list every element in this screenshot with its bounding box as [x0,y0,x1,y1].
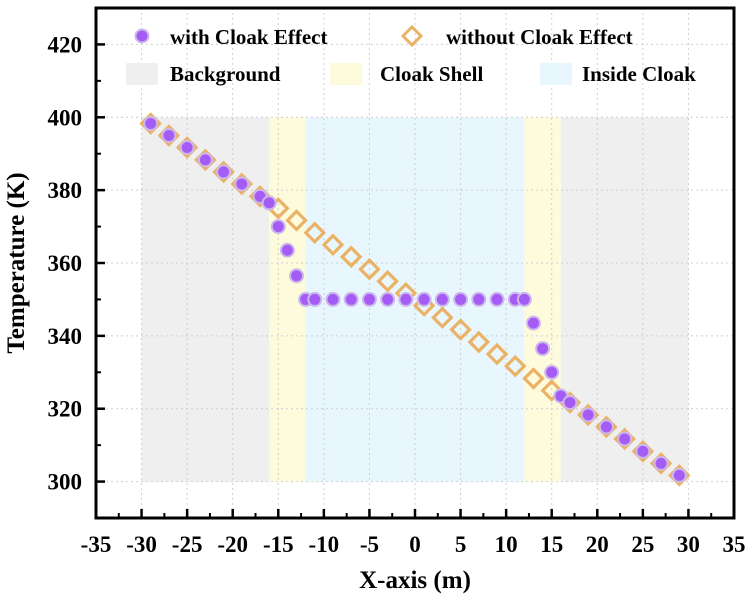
circle-point [380,291,396,307]
axis-ticks: -35 -30 -25 -20 -15 -10 -5 0 5 10 15 20 25 30 35 300 320… [48,32,746,557]
x-tick-label: 35 [723,532,746,557]
x-tick-label: -15 [263,532,294,557]
legend-label: Cloak Shell [380,62,483,86]
diamond-point [358,257,381,281]
y-tick-label: 360 [48,251,83,276]
x-tick-label: 5 [455,532,467,557]
x-tick-label: -35 [81,532,112,557]
diamond-point [449,318,472,341]
legend-label: with Cloak Effect [170,25,327,49]
circle-point [580,407,596,423]
region-background [141,117,270,482]
circle-point [197,152,213,168]
circle-point [453,291,469,307]
legend-swatch [540,63,572,85]
circle-point [361,291,377,307]
x-tick-label: -10 [309,532,340,557]
series-with-cloak [143,115,687,483]
circle-point [307,291,323,307]
region-background [560,117,689,482]
x-tick-label: -25 [172,532,203,557]
circle-point [216,164,232,180]
regions-layer [141,117,689,482]
circle-point [416,291,432,307]
circle-point [279,242,295,258]
circle-point [161,128,177,143]
circle-point [270,219,286,235]
legend-swatch [126,63,158,85]
circle-point [544,364,560,380]
diamond-point [285,209,308,232]
diamond-point [376,269,399,293]
diamond-point [522,367,545,390]
y-tick-label: 420 [48,32,83,57]
circle-point [653,455,669,471]
diamond-point [303,221,327,245]
circle-point [617,431,633,447]
x-tick-label: 20 [586,532,609,557]
diamond-point [503,354,527,378]
circle-point [234,176,250,192]
grid-layer [95,8,735,518]
y-tick-label: 300 [48,470,83,495]
legend: with Cloak Effect without Cloak Effect Bac… [126,24,696,86]
x-tick-label: 15 [540,532,563,557]
legend-swatch [330,63,362,85]
legend-diamond-marker [400,24,424,48]
circle-point [179,140,195,156]
circle-point [671,467,687,483]
y-tick-label: 400 [48,105,83,130]
diamond-point [321,233,345,257]
circle-point [398,291,414,307]
circle-point [635,443,651,459]
x-tick-label: 30 [677,532,700,557]
x-tick-label: -5 [360,532,379,557]
diamond-point [485,342,509,366]
y-axis-label: Temperature (K) [3,172,30,353]
x-tick-label: 10 [495,532,518,557]
circle-point [325,291,341,307]
diamond-point [467,330,491,354]
legend-circle-marker [134,28,150,44]
circle-point [261,195,277,211]
y-tick-label: 320 [48,397,83,422]
circle-point [289,268,305,284]
y-tick-label: 380 [48,178,83,203]
circle-point [598,419,614,435]
diamond-point [339,245,363,269]
circle-point [535,341,551,357]
circle-point [471,291,487,307]
circle-point [525,315,541,331]
legend-label: Background [170,62,281,86]
diamond-point [540,379,563,402]
diamond-point [431,306,454,329]
circle-point [562,395,578,411]
legend-label: Inside Cloak [582,62,696,86]
circle-point [489,291,505,307]
x-tick-label: 0 [409,532,421,557]
x-tick-label: -30 [126,532,157,557]
circle-point [434,291,450,307]
circle-point [516,291,532,307]
circle-point [143,115,159,131]
legend-label: without Cloak Effect [446,25,633,49]
circle-point [343,291,359,307]
x-tick-label: 25 [631,532,654,557]
y-tick-label: 340 [48,324,83,349]
x-axis-label: X-axis (m) [359,567,471,594]
x-tick-label: -20 [217,532,248,557]
